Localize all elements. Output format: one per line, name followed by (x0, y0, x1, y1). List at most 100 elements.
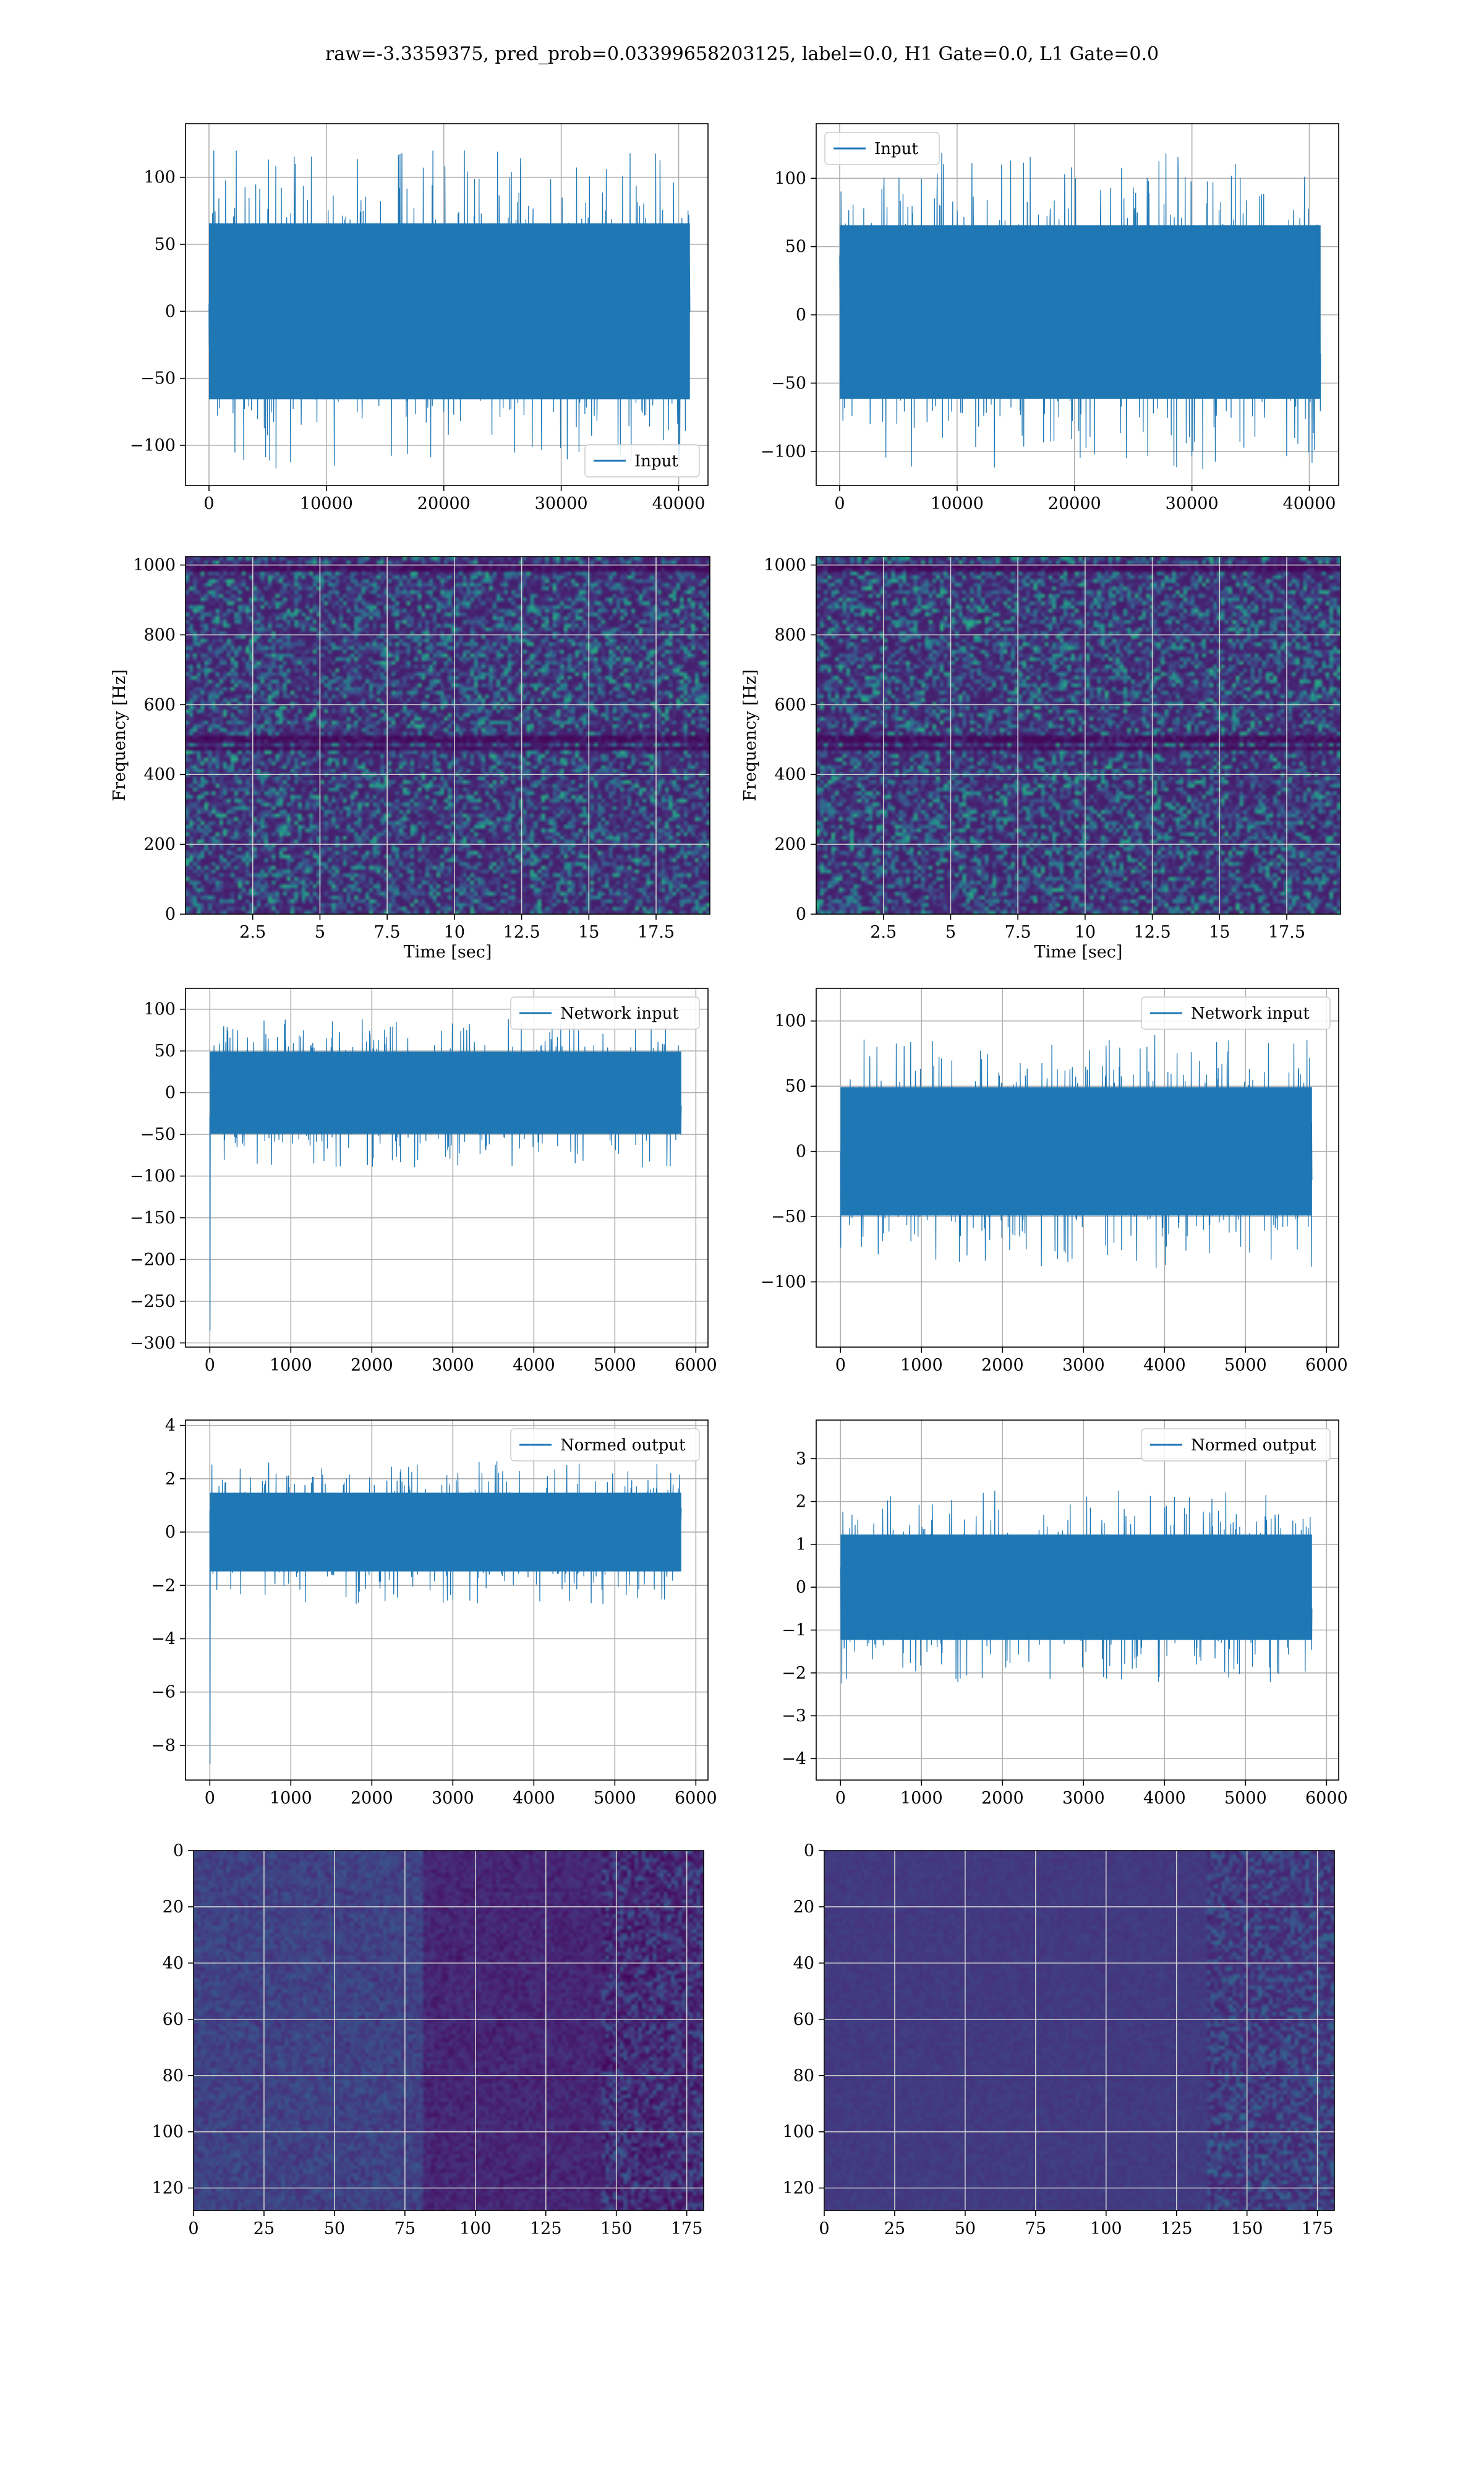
x-tick-label: 2000 (351, 1789, 393, 1808)
x-tick-label: 2.5 (239, 923, 266, 942)
y-tick-label: 4 (165, 1416, 176, 1436)
x-tick-label: 10 (1075, 923, 1096, 942)
x-tick-label: 100 (459, 2219, 492, 2238)
x-tick-label: 1000 (900, 1356, 943, 1375)
y-tick-label: −100 (761, 442, 806, 461)
x-tick-label: 175 (671, 2219, 703, 2238)
x-axis-label: Time [sec] (404, 943, 492, 962)
x-tick-label: 15 (1209, 923, 1230, 942)
x-tick-label: 0 (203, 494, 214, 513)
y-tick-label: 800 (143, 625, 176, 644)
y-tick-label: −50 (771, 374, 806, 393)
x-tick-label: 5000 (1224, 1356, 1267, 1375)
axes-frame (185, 123, 709, 486)
x-tick-label: 50 (324, 2219, 345, 2238)
axes-frame (193, 1850, 704, 2211)
y-tick-label: 60 (793, 2010, 814, 2029)
x-tick-label: 4000 (513, 1356, 555, 1375)
legend: Input (584, 444, 700, 477)
series-line (839, 153, 1321, 469)
series-line (209, 1461, 682, 1765)
y-tick-label: −4 (151, 1630, 176, 1649)
y-tick-label: 0 (796, 1142, 806, 1162)
x-tick-label: 0 (835, 1356, 846, 1375)
series-line (208, 150, 691, 469)
x-tick-label: 5 (315, 923, 325, 942)
x-tick-label: 0 (835, 1789, 846, 1808)
x-tick-label: 2000 (981, 1789, 1024, 1808)
x-tick-label: 5000 (594, 1789, 636, 1808)
legend-label: Network input (1191, 1004, 1310, 1023)
x-tick-label: 150 (600, 2219, 633, 2238)
y-tick-label: 80 (793, 2066, 814, 2086)
x-tick-label: 3000 (1062, 1789, 1105, 1808)
y-tick-label: 100 (143, 168, 176, 187)
x-tick-label: 17.5 (638, 923, 675, 942)
x-tick-label: 17.5 (1268, 923, 1305, 942)
x-tick-label: 1000 (270, 1356, 312, 1375)
heatmap-image (824, 1851, 1334, 2211)
x-tick-label: 15 (578, 923, 599, 942)
x-tick-label: 4000 (513, 1789, 555, 1808)
x-tick-label: 1000 (270, 1789, 312, 1808)
y-tick-label: 0 (165, 905, 176, 924)
x-axis-label: Time [sec] (1034, 943, 1123, 962)
x-tick-label: 0 (834, 494, 845, 513)
x-tick-label: 75 (394, 2219, 416, 2238)
x-tick-label: 3000 (1062, 1356, 1105, 1375)
y-tick-label: 400 (143, 765, 176, 784)
x-tick-label: 0 (188, 2219, 198, 2238)
y-tick-label: 600 (143, 695, 176, 714)
y-tick-label: −2 (151, 1576, 176, 1595)
x-tick-label: 40000 (1283, 494, 1336, 513)
axes-frame (816, 1419, 1339, 1781)
x-tick-label: 20000 (417, 494, 471, 513)
x-tick-label: 75 (1025, 2219, 1046, 2238)
axes-frame (185, 988, 709, 1348)
axes-frame (185, 556, 710, 915)
y-tick-label: 800 (774, 625, 806, 644)
x-tick-label: 2000 (981, 1356, 1024, 1375)
x-tick-label: 10000 (931, 494, 984, 513)
legend-label: Normed output (1191, 1436, 1316, 1455)
x-tick-label: 50 (955, 2219, 976, 2238)
heatmap-image (194, 1851, 704, 2211)
y-tick-label: 0 (804, 1841, 814, 1860)
axes-frame (824, 1850, 1335, 2211)
legend: Normed output (510, 1428, 700, 1462)
x-tick-label: 30000 (1166, 494, 1219, 513)
x-tick-label: 20000 (1048, 494, 1101, 513)
x-tick-label: 150 (1231, 2219, 1263, 2238)
x-tick-label: 4000 (1143, 1789, 1186, 1808)
y-tick-label: 0 (796, 905, 806, 924)
x-tick-label: 0 (205, 1356, 215, 1375)
y-tick-label: 100 (774, 1012, 806, 1031)
x-tick-label: 6000 (675, 1789, 717, 1808)
y-axis-label: Frequency [Hz] (110, 669, 129, 801)
y-tick-label: 40 (793, 1954, 814, 1973)
axes-frame (816, 123, 1339, 486)
x-tick-label: 175 (1302, 2219, 1334, 2238)
y-tick-label: 1 (796, 1535, 806, 1554)
x-tick-label: 100 (1090, 2219, 1122, 2238)
x-tick-label: 10000 (300, 494, 353, 513)
x-tick-label: 10 (444, 923, 465, 942)
legend: Input (824, 132, 940, 165)
y-tick-label: 0 (165, 1084, 176, 1103)
x-tick-label: 3000 (432, 1356, 474, 1375)
y-tick-label: −50 (140, 1125, 176, 1144)
x-tick-label: 125 (530, 2219, 562, 2238)
y-axis-label: Frequency [Hz] (741, 669, 760, 801)
y-tick-label: 120 (151, 2179, 184, 2198)
y-tick-label: 20 (793, 1898, 814, 1917)
x-tick-label: 1000 (900, 1789, 943, 1808)
legend-label: Network input (560, 1004, 679, 1023)
x-tick-label: 12.5 (503, 923, 540, 942)
legend-label: Input (874, 140, 918, 158)
